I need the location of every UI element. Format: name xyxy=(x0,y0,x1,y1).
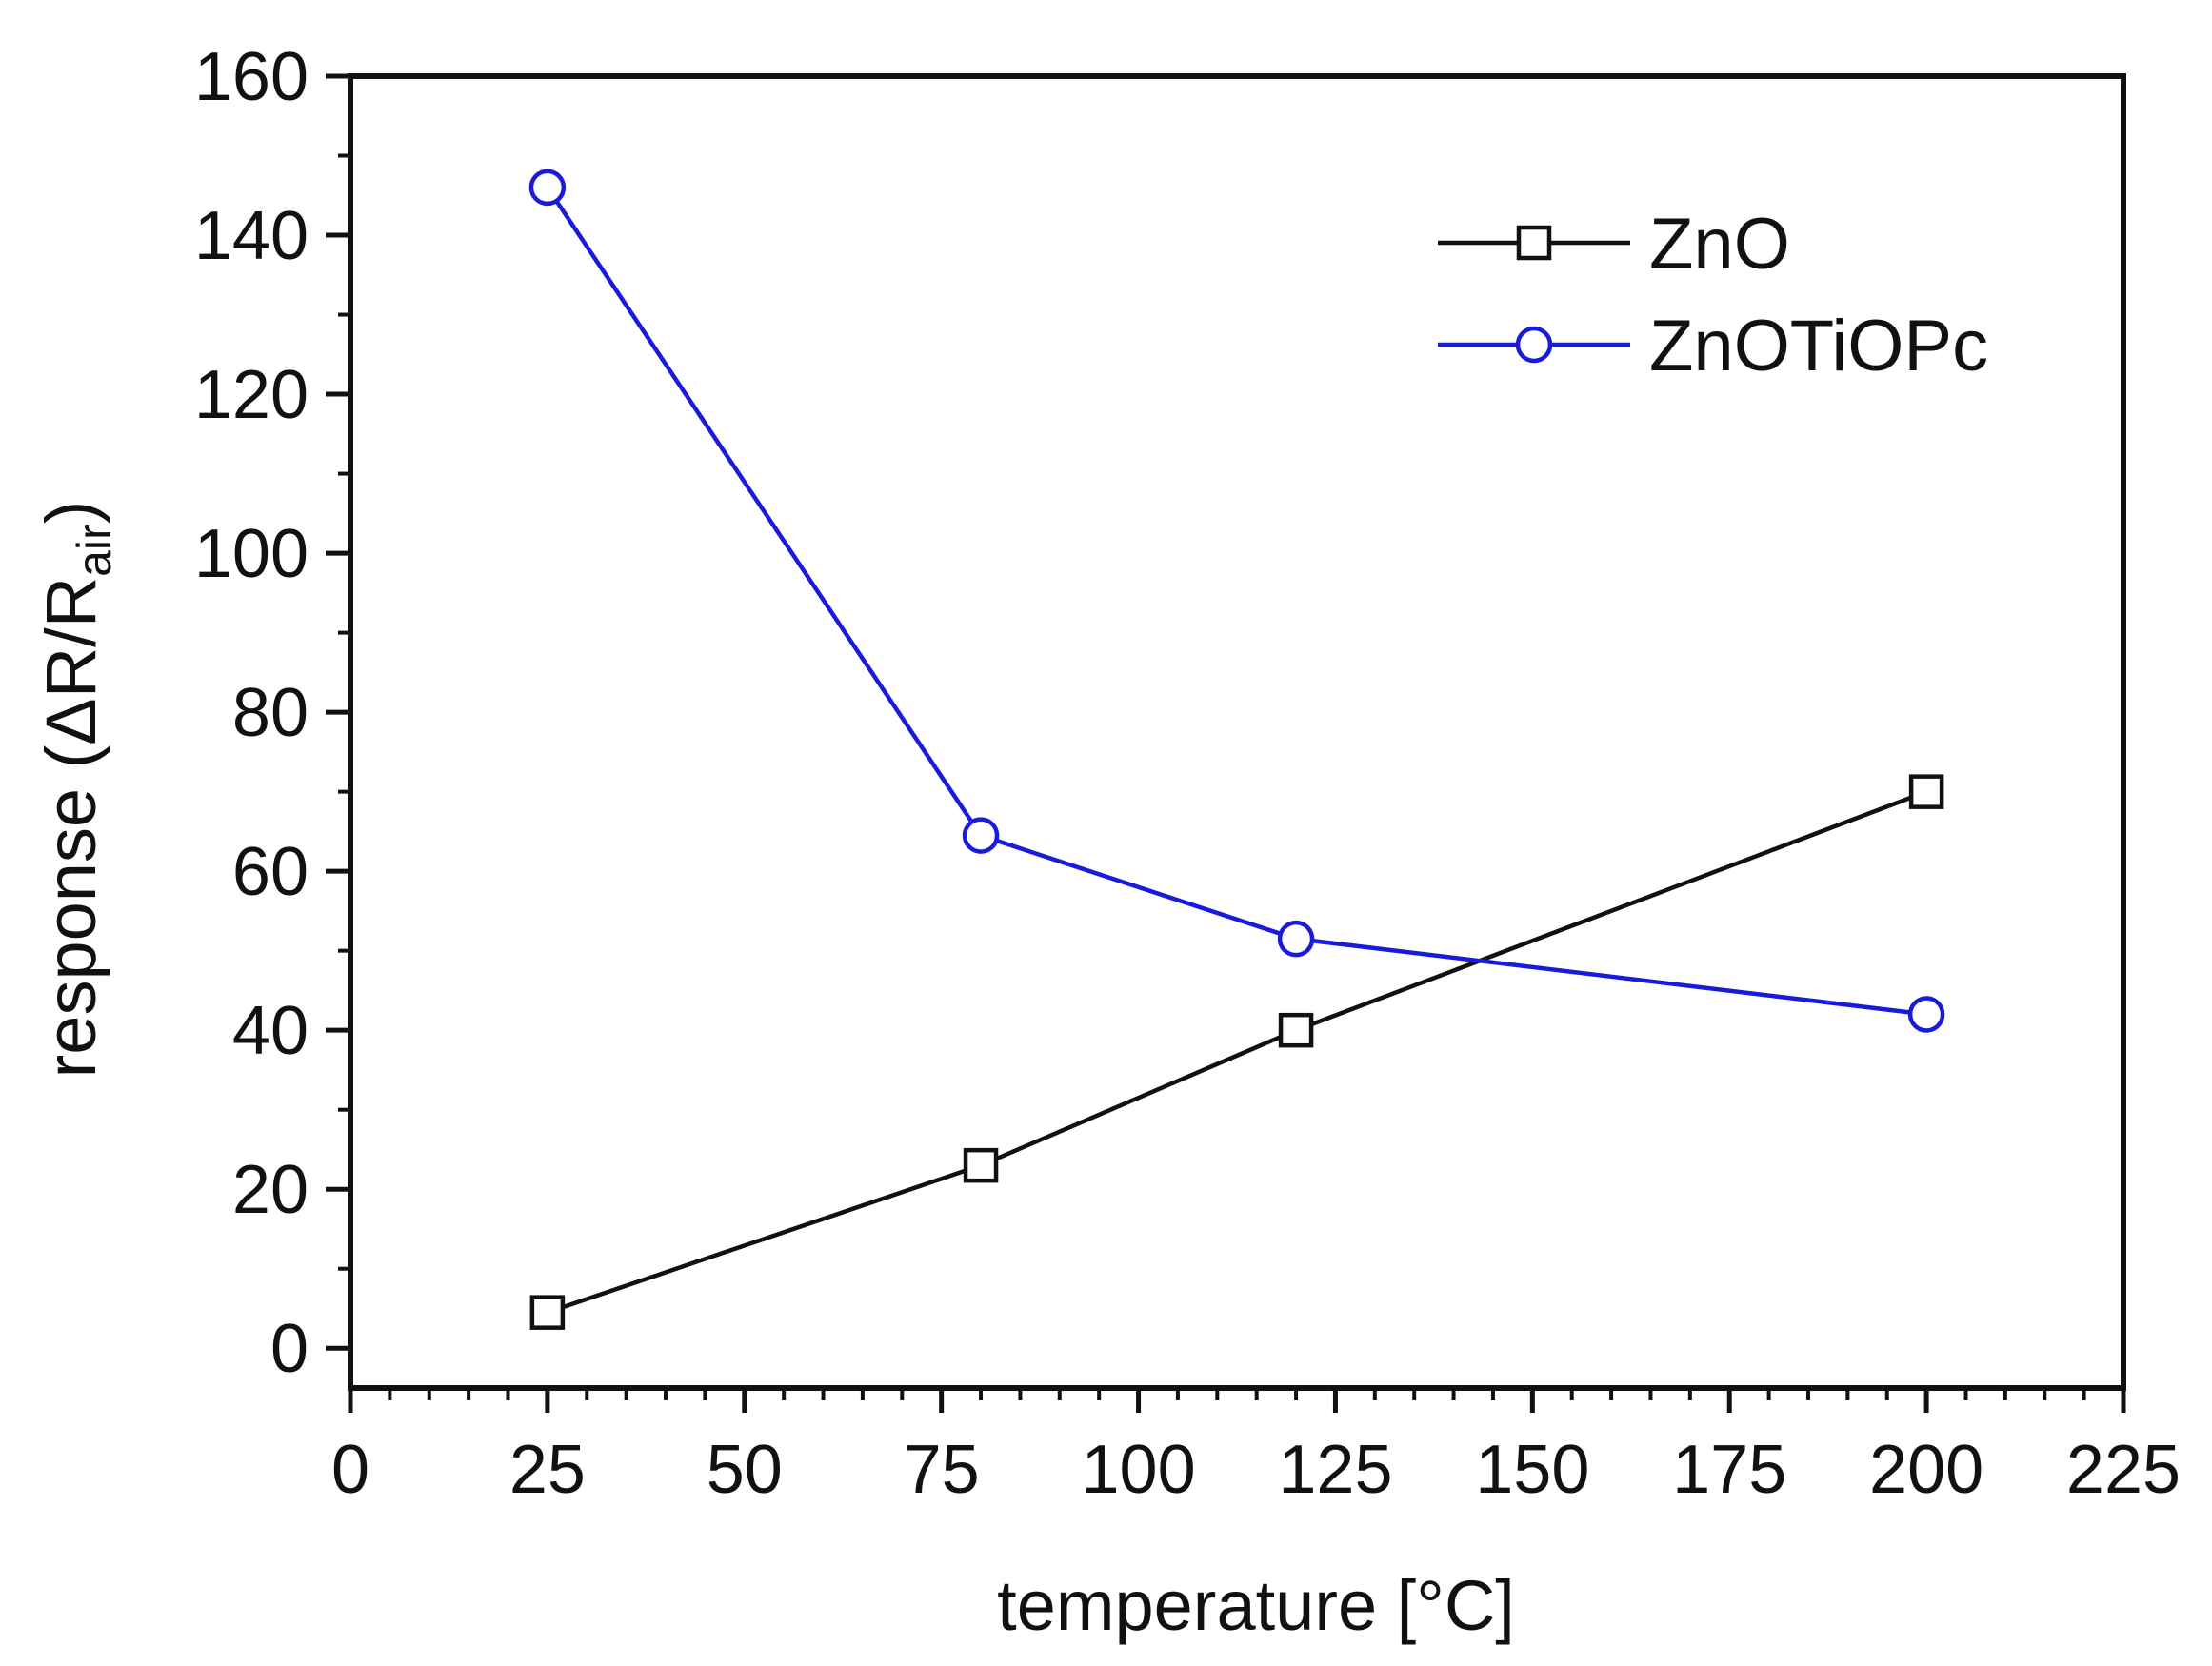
y-tick-label: 20 xyxy=(232,1152,309,1228)
y-axis-title-suffix: ) xyxy=(31,501,110,525)
x-tick-label: 150 xyxy=(1475,1432,1589,1508)
x-axis-title: temperature [°C] xyxy=(997,1566,1515,1645)
series-line-zno xyxy=(547,789,1927,1315)
data-point-zno xyxy=(1908,774,1944,809)
data-point-znotiopc xyxy=(1277,920,1315,958)
data-point-zno xyxy=(529,1295,566,1330)
x-tick-label: 100 xyxy=(1081,1432,1195,1508)
x-tick-label: 200 xyxy=(1869,1432,1983,1508)
axes-group xyxy=(348,73,2126,1391)
x-tick-label: 175 xyxy=(1672,1432,1786,1508)
legend-label-zno: ZnO xyxy=(1649,204,1790,285)
tick-labels-group: 0 25 50 75 100 125 150 175 200 225 0 20 40 60 80 100 120… xyxy=(194,39,2181,1508)
y-tick-label: 40 xyxy=(232,993,309,1069)
legend-marker-zno xyxy=(1516,225,1552,261)
y-tick-label: 160 xyxy=(194,39,309,115)
data-point-znotiopc xyxy=(528,169,567,207)
ticks-group xyxy=(326,73,2126,1413)
legend-label-znotiopc: ZnOTiOPc xyxy=(1649,306,1988,387)
plot-series-group xyxy=(528,169,1945,1330)
data-point-zno xyxy=(1278,1012,1314,1048)
x-tick-label: 50 xyxy=(707,1432,783,1508)
x-tick-label: 0 xyxy=(331,1432,369,1508)
y-tick-label: 120 xyxy=(194,357,309,433)
data-point-zno xyxy=(963,1147,999,1183)
data-point-znotiopc xyxy=(1907,996,1945,1033)
legend: ZnO ZnOTiOPc xyxy=(1438,204,1988,387)
legend-marker-znotiopc xyxy=(1515,326,1553,364)
y-axis-title: response (ΔR/Rair) xyxy=(31,501,121,1079)
y-axis-title-prefix: response (ΔR/R xyxy=(31,577,110,1079)
y-tick-label: 0 xyxy=(270,1311,309,1387)
plot-frame xyxy=(348,73,2126,1391)
y-tick-label: 100 xyxy=(194,516,309,592)
x-tick-label: 75 xyxy=(904,1432,980,1508)
series-line-znotiopc xyxy=(546,186,1927,1017)
y-axis-title-subscript: air xyxy=(68,524,121,577)
x-tick-label: 225 xyxy=(2066,1432,2181,1508)
y-tick-label: 60 xyxy=(232,834,309,910)
x-tick-label: 125 xyxy=(1278,1432,1392,1508)
data-point-znotiopc xyxy=(962,817,1000,854)
x-tick-label: 25 xyxy=(509,1432,586,1508)
y-tick-label: 140 xyxy=(194,198,309,274)
y-tick-label: 80 xyxy=(232,675,309,751)
